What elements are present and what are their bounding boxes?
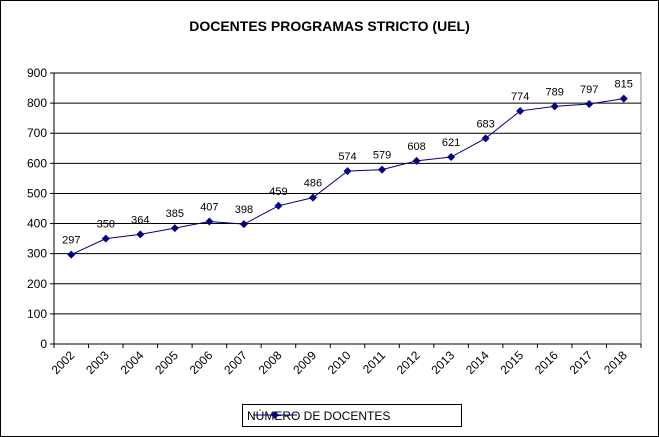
data-label: 459 (269, 186, 287, 198)
x-tick-label: 2015 (497, 348, 526, 377)
data-label: 621 (442, 137, 460, 149)
x-tick-label: 2002 (49, 348, 78, 377)
x-tick-label: 2018 (601, 348, 630, 377)
data-point (343, 167, 352, 176)
data-point (205, 217, 214, 226)
data-point (378, 165, 387, 174)
x-tick-label: 2017 (567, 348, 596, 377)
x-tick-label: 2010 (325, 348, 354, 377)
y-tick-label: 500 (27, 186, 47, 200)
data-label: 574 (338, 151, 356, 163)
data-label: 797 (580, 84, 598, 96)
y-tick-label: 400 (27, 217, 47, 231)
x-tick-label: 2007 (221, 348, 250, 377)
data-label: 789 (545, 86, 563, 98)
plot-area (53, 72, 642, 345)
y-tick-label: 600 (27, 156, 47, 170)
x-tick-label: 2008 (256, 348, 285, 377)
data-label: 774 (511, 91, 529, 103)
data-point (239, 220, 248, 229)
data-label: 407 (200, 201, 218, 213)
data-point (136, 230, 145, 239)
chart-title: DOCENTES PROGRAMAS STRICTO (UEL) (189, 18, 470, 34)
data-point (619, 94, 628, 103)
legend-label: NÚMERO DE DOCENTES (247, 408, 391, 423)
data-label: 350 (97, 219, 115, 231)
data-point (585, 100, 594, 109)
data-point (550, 102, 559, 111)
y-tick-label: 0 (40, 337, 47, 351)
x-tick-label: 2005 (152, 348, 181, 377)
x-tick-label: 2004 (118, 348, 147, 377)
data-label: 579 (373, 150, 391, 162)
data-label: 486 (304, 178, 322, 190)
y-tick-label: 300 (27, 247, 47, 261)
data-point (481, 134, 490, 143)
data-point (308, 193, 317, 202)
y-tick-label: 700 (27, 126, 47, 140)
data-label: 398 (235, 204, 253, 216)
x-tick-label: 2009 (290, 348, 319, 377)
legend-marker-icon (253, 411, 297, 419)
y-tick-label: 100 (27, 307, 47, 321)
data-label: 297 (62, 235, 80, 247)
data-point (274, 201, 283, 210)
legend: NÚMERO DE DOCENTES (242, 404, 462, 427)
x-tick-label: 2006 (187, 348, 216, 377)
data-point (67, 250, 76, 259)
data-point (412, 156, 421, 165)
data-point (101, 234, 110, 243)
data-label: 815 (615, 79, 633, 91)
x-tick-label: 2012 (394, 348, 423, 377)
data-label: 683 (476, 118, 494, 130)
data-point (170, 224, 179, 233)
x-tick-label: 2014 (463, 348, 492, 377)
data-label: 608 (407, 141, 425, 153)
data-label: 385 (166, 208, 184, 220)
y-tick-label: 800 (27, 96, 47, 110)
data-point (516, 106, 525, 115)
y-tick-label: 900 (27, 66, 47, 80)
x-tick-label: 2011 (360, 348, 388, 376)
x-tick-label: 2003 (83, 348, 112, 377)
x-tick-label: 2016 (532, 348, 561, 377)
y-tick-label: 200 (27, 277, 47, 291)
data-label: 364 (131, 214, 149, 226)
data-point (447, 153, 456, 162)
x-tick-label: 2013 (428, 348, 457, 377)
